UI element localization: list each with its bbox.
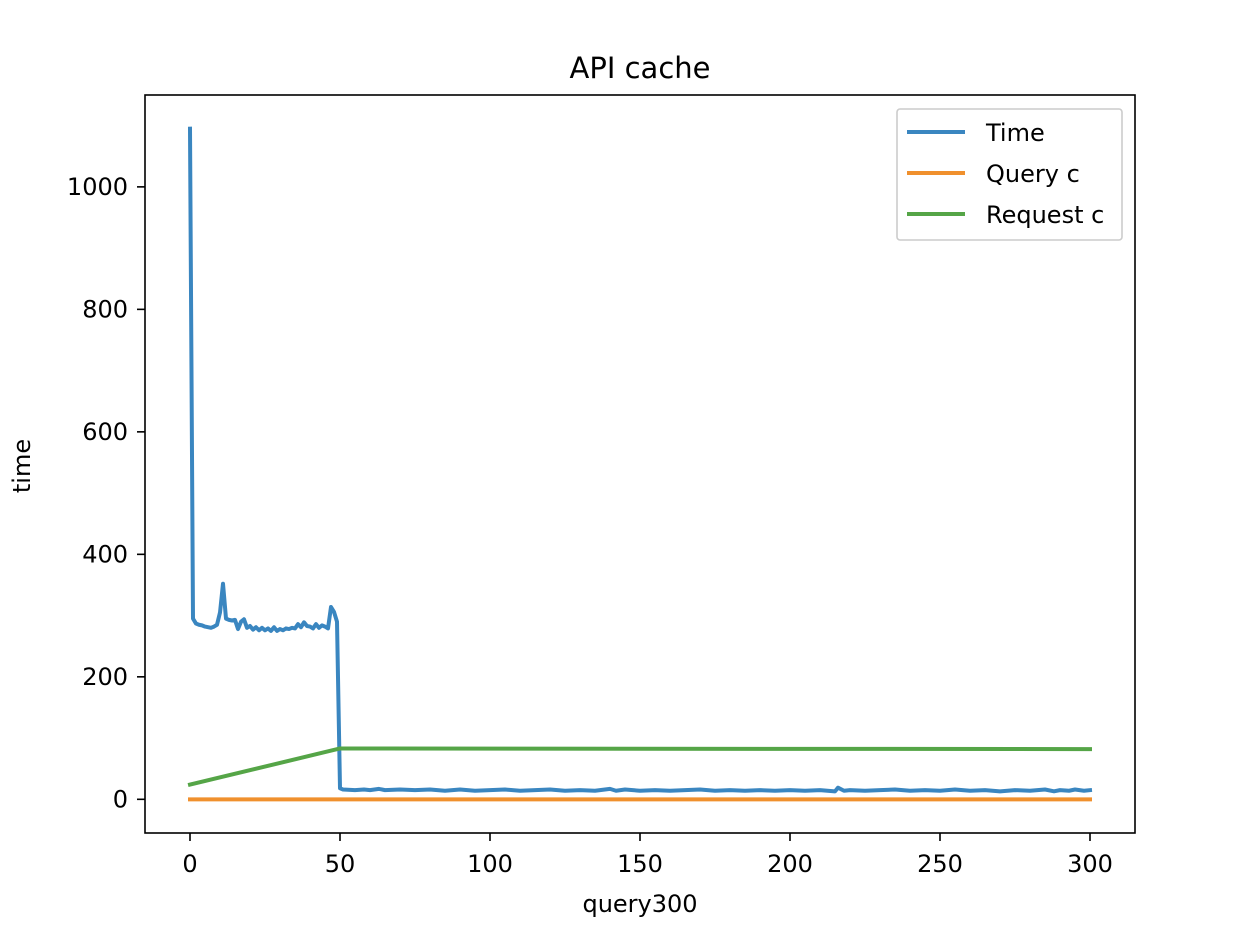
- x-axis-label: query300: [582, 890, 697, 918]
- legend-label: Query c: [986, 160, 1080, 188]
- series-line-time: [187, 126, 1093, 794]
- y-tick-label: 200: [82, 663, 128, 691]
- x-tick-label: 250: [917, 850, 963, 878]
- x-tick-label: 300: [1067, 850, 1113, 878]
- legend: Time Query c Request c: [896, 108, 1123, 241]
- y-tick-label: 0: [113, 785, 128, 813]
- y-tick-label: 1000: [67, 173, 128, 201]
- y-tick-label: 800: [82, 295, 128, 323]
- x-tick-label: 200: [767, 850, 813, 878]
- x-tick-label: 150: [617, 850, 663, 878]
- y-tick-label: 400: [82, 540, 128, 568]
- legend-label: Request c: [986, 201, 1104, 229]
- legend-label: Time: [985, 119, 1045, 147]
- legend-box: [896, 108, 1123, 241]
- x-axis: 0 50 100 150 200 250 300: [182, 833, 1113, 878]
- x-tick-label: 50: [325, 850, 356, 878]
- chart-title: API cache: [570, 51, 711, 85]
- y-axis-label: time: [8, 439, 36, 493]
- series-line-request-c: [187, 746, 1093, 788]
- series-layer: [187, 126, 1093, 802]
- x-tick-label: 100: [467, 850, 513, 878]
- x-tick-label: 0: [182, 850, 197, 878]
- y-axis: 0 200 400 600 800 1000: [67, 173, 145, 813]
- y-tick-label: 600: [82, 418, 128, 446]
